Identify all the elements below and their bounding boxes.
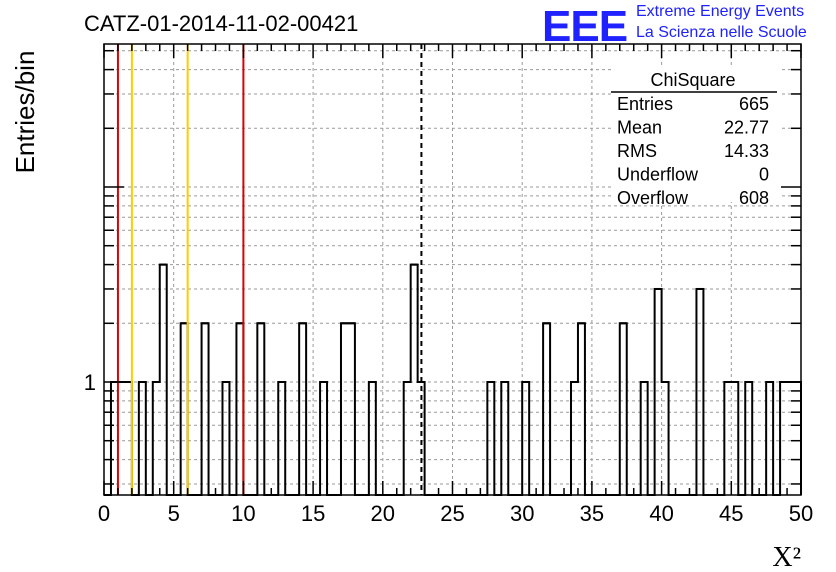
y-axis-label: Entries/bin [10, 51, 40, 174]
brand-line-2: La Scienza nelle Scuole [636, 24, 807, 41]
stats-rows: Entries 665 Mean 22.77 RMS 14.33 Underflow 0 Ove… [617, 94, 769, 208]
x-tick-label: 25 [440, 501, 464, 526]
run-title: CATZ-01-2014-11-02-00421 [84, 11, 359, 36]
stats-row-value: 608 [739, 188, 769, 208]
x-tick-label: 30 [510, 501, 534, 526]
stats-row-label: Entries [617, 94, 673, 114]
stats-row-label: Overflow [617, 188, 689, 208]
axis-ticks: 0 5 10 15 20 25 30 35 40 45 50 1 [84, 44, 813, 526]
brand-line-1: Extreme Energy Events [636, 3, 805, 20]
eee-logo: EEE [542, 2, 628, 51]
grid [104, 44, 801, 495]
x-tick-label: 0 [98, 501, 110, 526]
stats-row-label: Underflow [617, 165, 699, 185]
stats-row-label: RMS [617, 141, 657, 161]
marker-lines [116, 44, 423, 495]
x-tick-label: 45 [719, 501, 743, 526]
x-tick-label: 10 [231, 501, 255, 526]
x-tick-label: 40 [649, 501, 673, 526]
x-axis-label: X² [772, 542, 801, 572]
stats-row-value: 665 [739, 94, 769, 114]
x-tick-label: 5 [168, 501, 180, 526]
stats-row-value: 0 [759, 165, 769, 185]
x-tick-label: 50 [789, 501, 813, 526]
x-tick-label: 35 [580, 501, 604, 526]
stats-box-bg [611, 68, 779, 202]
y-tick-label: 1 [84, 370, 96, 395]
stats-box: ChiSquare Entries 665 Mean 22.77 RMS 14.33 Und… [611, 68, 779, 208]
stats-title: ChiSquare [650, 70, 735, 90]
stats-row-label: Mean [617, 118, 662, 138]
stats-row-value: 22.77 [724, 118, 769, 138]
stats-row-value: 14.33 [724, 141, 769, 161]
x-tick-label: 15 [301, 501, 325, 526]
x-tick-label: 20 [371, 501, 395, 526]
